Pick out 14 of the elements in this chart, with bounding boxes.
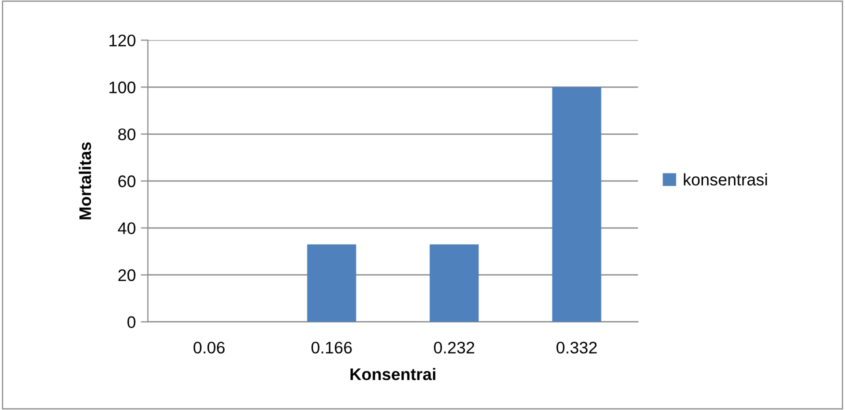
legend-label: konsentrasi (684, 173, 767, 186)
y-axis-title: Mortalitas (78, 142, 92, 220)
x-tick-label: 0.06 (194, 342, 225, 354)
y-tick-label: 20 (118, 269, 136, 282)
x-tick-label: 0.166 (311, 342, 352, 354)
y-tick-label: 120 (110, 34, 136, 46)
y-tick-label: 60 (118, 175, 136, 188)
y-tick-label: 0 (127, 316, 136, 328)
y-tick-label: 40 (118, 222, 136, 234)
x-tick-label: 0.232 (434, 342, 474, 354)
y-tick-label: 80 (118, 128, 136, 140)
x-tick-label: 0.332 (556, 342, 597, 354)
y-tick-label: 100 (110, 82, 136, 94)
x-axis-title: Konsentrai (350, 368, 436, 380)
